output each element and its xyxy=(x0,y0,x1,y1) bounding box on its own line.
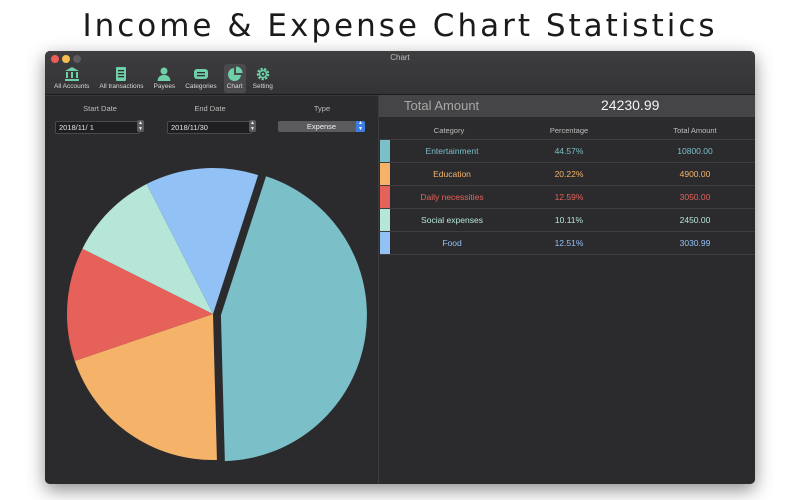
start-date-label: Start Date xyxy=(83,104,117,113)
table-row[interactable]: Daily necessities 12.59% 3050.00 xyxy=(379,186,755,209)
bank-icon xyxy=(64,67,79,81)
person-icon xyxy=(157,67,171,81)
pie-slice-food[interactable] xyxy=(146,168,259,314)
filter-divider xyxy=(45,95,378,96)
type-select-value: Expense xyxy=(306,122,337,131)
total-amount-bar: Total Amount 24230.99 xyxy=(379,95,755,117)
category-color-swatch xyxy=(380,163,390,185)
type-label: Type xyxy=(313,104,331,113)
toolbar-label: Chart xyxy=(226,83,243,90)
category-color-swatch xyxy=(380,209,390,231)
minimize-window-button[interactable] xyxy=(62,55,70,63)
document-icon xyxy=(116,67,127,81)
zoom-window-button[interactable] xyxy=(73,55,81,63)
end-date-stepper[interactable]: ▲ ▼ xyxy=(249,120,256,132)
category-amount: 10800.00 xyxy=(677,146,713,156)
window-title: Chart xyxy=(390,53,410,62)
table-row[interactable]: Education 20.22% 4900.00 xyxy=(379,163,755,186)
toolbar: All Accounts All transactions Payees xyxy=(51,64,280,94)
pie-chart xyxy=(67,168,367,462)
pie-slice-daily-necessities[interactable] xyxy=(67,248,213,361)
summary-panel: Total Amount 24230.99 Category Percentag… xyxy=(379,95,755,484)
category-percentage: 20.22% xyxy=(554,169,584,179)
toolbar-categories[interactable]: Categories xyxy=(182,64,219,93)
category-color-swatch xyxy=(380,232,390,254)
category-percentage: 12.51% xyxy=(554,238,584,248)
chevron-updown-icon: ▲ ▼ xyxy=(356,120,365,132)
chart-panel: Start Date End Date Type 2018/11/ 1 ▲ ▼ 2… xyxy=(45,95,379,484)
toolbar-label: All Accounts xyxy=(54,83,90,90)
table-header: Category Percentage Total Amount xyxy=(379,123,755,140)
toolbar-label: Setting xyxy=(252,83,273,90)
category-amount: 3050.00 xyxy=(679,192,711,202)
gear-icon xyxy=(256,67,269,81)
pie-chart-icon xyxy=(227,66,243,81)
category-name: Social expenses xyxy=(421,215,483,225)
toolbar-all-transactions[interactable]: All transactions xyxy=(96,64,146,93)
category-name: Food xyxy=(442,238,462,248)
header-category[interactable]: Category xyxy=(433,126,465,135)
header-total-amount[interactable]: Total Amount xyxy=(673,126,717,135)
toolbar-setting[interactable]: Setting xyxy=(250,64,276,93)
app-window: Chart All Accounts All xyxy=(45,51,755,484)
category-percentage: 10.11% xyxy=(554,215,584,225)
category-color-swatch xyxy=(380,186,390,208)
toolbar-label: Payees xyxy=(153,83,176,90)
tag-icon xyxy=(193,69,208,79)
table-row[interactable]: Social expenses 10.11% 2450.00 xyxy=(379,209,755,232)
type-select[interactable]: Expense ▲ ▼ xyxy=(278,120,365,132)
start-date-field[interactable]: 2018/11/ 1 xyxy=(55,121,140,134)
category-name: Entertainment xyxy=(425,146,479,156)
table-row[interactable]: Entertainment 44.57% 10800.00 xyxy=(379,140,755,163)
toolbar-chart[interactable]: Chart xyxy=(223,64,246,93)
end-date-label: End Date xyxy=(194,104,226,113)
pie-slice-entertainment[interactable] xyxy=(220,176,367,462)
total-amount-value: 24230.99 xyxy=(601,97,660,113)
toolbar-label: Categories xyxy=(185,83,217,90)
end-date-field[interactable]: 2018/11/30 xyxy=(167,121,252,134)
table-row[interactable]: Food 12.51% 3030.99 xyxy=(379,232,755,255)
header-percentage[interactable]: Percentage xyxy=(549,126,589,135)
headline: Income & Expense Chart Statistics xyxy=(82,8,718,44)
start-date-stepper[interactable]: ▲ ▼ xyxy=(137,120,144,132)
category-name: Daily necessities xyxy=(420,192,484,202)
category-percentage: 12.59% xyxy=(554,192,584,202)
category-amount: 2450.00 xyxy=(679,215,711,225)
category-amount: 3030.99 xyxy=(679,238,711,248)
close-window-button[interactable] xyxy=(51,55,59,63)
titlebar: Chart All Accounts All xyxy=(45,51,755,95)
toolbar-label: All transactions xyxy=(99,83,144,90)
pie-slice-social-expenses[interactable] xyxy=(82,183,214,314)
category-color-swatch xyxy=(380,140,390,162)
toolbar-all-accounts[interactable]: All Accounts xyxy=(51,64,92,93)
category-name: Education xyxy=(433,169,471,179)
total-amount-label: Total Amount xyxy=(404,98,480,113)
pie-slice-education[interactable] xyxy=(74,314,217,460)
category-percentage: 44.57% xyxy=(554,146,584,156)
toolbar-payees[interactable]: Payees xyxy=(151,64,179,93)
category-amount: 4900.00 xyxy=(679,169,711,179)
